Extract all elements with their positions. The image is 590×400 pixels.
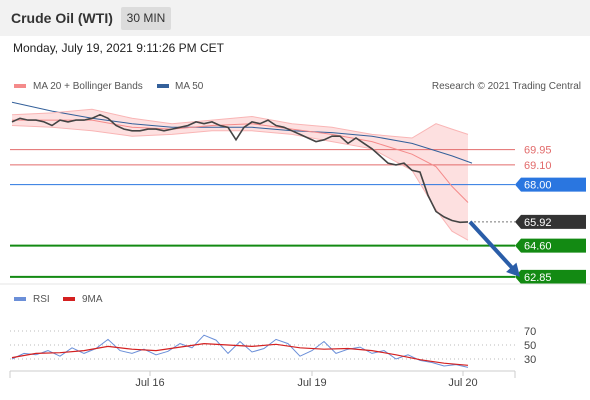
rsi-tick-label: 50 — [524, 340, 536, 352]
legend-ma50-label: MA 50 — [175, 81, 204, 92]
level-label: 65.92 — [524, 217, 552, 229]
rsi-ma-line — [11, 342, 469, 366]
legend-rsi-swatch — [14, 297, 26, 301]
level-tag-pivot — [515, 177, 586, 192]
price-plot: 69.95 69.10 68.00 65.92 64.60 62.85 — [10, 101, 586, 284]
bollinger-mid-line — [12, 119, 469, 203]
date-line: Monday, July 19, 2021 9:11:26 PM CET — [13, 41, 225, 55]
legend-ma50-swatch — [157, 84, 169, 88]
bollinger-band-fill — [12, 109, 468, 241]
x-tick-label: Jul 20 — [448, 377, 477, 389]
level-label: 69.10 — [524, 160, 552, 172]
price-line — [11, 113, 469, 224]
timeframe-button[interactable]: 30 MIN — [121, 7, 171, 30]
x-axis-ticks: Jul 16 Jul 19 Jul 20 — [135, 371, 478, 389]
instrument-title: Crude Oil (WTI) — [11, 10, 113, 26]
level-tag-support — [515, 238, 586, 253]
rsi-plot: 70 50 30 — [10, 326, 536, 368]
level-tag-last — [515, 214, 586, 229]
legend-rsi-ma-swatch — [63, 297, 75, 301]
rsi-tick-label: 30 — [524, 354, 536, 366]
legend-rsi-ma-label: 9MA — [82, 294, 103, 305]
forecast-arrow-shaft — [468, 220, 517, 273]
forecast-arrow-head — [506, 262, 520, 277]
rsi-line — [11, 334, 469, 368]
level-label: 69.95 — [524, 145, 552, 157]
level-label: 62.85 — [524, 272, 552, 284]
legend-bb-swatch — [14, 84, 26, 88]
legend-bb-label: MA 20 + Bollinger Bands — [33, 81, 143, 92]
level-label: 68.00 — [524, 180, 552, 192]
chart-header: Crude Oil (WTI) 30 MIN — [0, 0, 590, 36]
legend-rsi-label: RSI — [33, 294, 50, 305]
x-tick-label: Jul 19 — [297, 377, 326, 389]
copyright-label: Research © 2021 Trading Central — [432, 81, 581, 92]
rsi-tick-label: 70 — [524, 326, 536, 338]
level-tag-support — [515, 269, 586, 284]
x-tick-label: Jul 16 — [135, 377, 164, 389]
bollinger-upper-line — [11, 108, 469, 139]
level-label: 64.60 — [524, 241, 552, 253]
